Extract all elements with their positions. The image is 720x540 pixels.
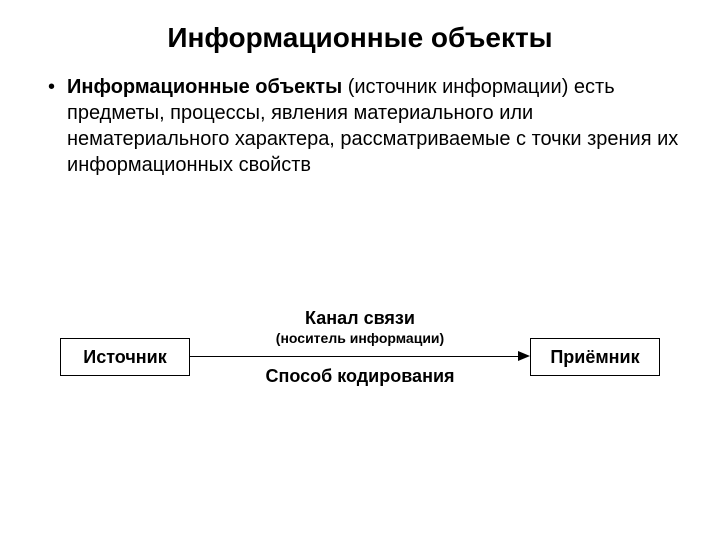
arrow-head-icon — [518, 351, 530, 361]
paragraph-lead: Информационные объекты — [67, 76, 342, 98]
node-receiver: Приёмник — [530, 338, 660, 376]
arrow-line — [190, 356, 520, 357]
bullet-icon: • — [48, 74, 55, 100]
node-source: Источник — [60, 338, 190, 376]
slide-title: Информационные объекты — [0, 0, 720, 74]
edge-label-carrier: (носитель информации) — [190, 330, 530, 346]
edge-label-encoding: Способ кодирования — [190, 366, 530, 387]
communication-diagram: Источник Приёмник Канал связи (носитель … — [0, 300, 720, 440]
paragraph-text: Информационные объекты (источник информа… — [67, 74, 680, 178]
body-paragraph: • Информационные объекты (источник инфор… — [0, 74, 720, 178]
edge-label-channel: Канал связи — [190, 308, 530, 329]
